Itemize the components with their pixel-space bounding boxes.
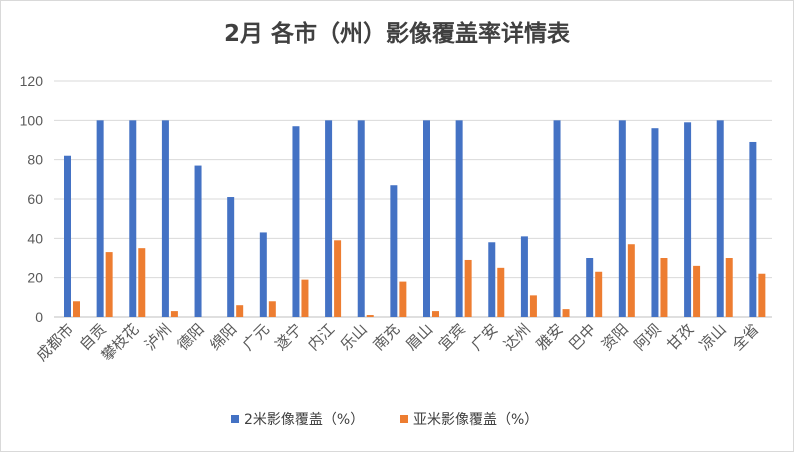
- x-tick-label: 德阳: [174, 320, 208, 354]
- bar-submeter-coverage: [464, 259, 472, 317]
- bar-2m-coverage: [259, 232, 267, 317]
- x-tick-label: 甘孜: [663, 320, 697, 354]
- x-tick-label: 广元: [239, 320, 273, 354]
- x-tick-label: 成都市: [33, 320, 78, 365]
- x-tick-label: 巴中: [565, 320, 599, 354]
- y-tick-label: 20: [27, 270, 43, 286]
- legend-swatch: [400, 415, 408, 423]
- bar-2m-coverage: [488, 242, 496, 317]
- x-tick-label: 宜宾: [435, 320, 469, 354]
- bar-2m-coverage: [129, 120, 137, 317]
- bar-2m-coverage: [390, 185, 398, 317]
- x-tick-label: 绵阳: [206, 320, 240, 354]
- x-tick-label: 泸州: [141, 320, 175, 354]
- bar-submeter-coverage: [758, 273, 766, 317]
- bar-submeter-coverage: [529, 295, 537, 317]
- y-tick-label: 120: [20, 73, 44, 89]
- bar-2m-coverage: [357, 120, 365, 317]
- bar-2m-coverage: [423, 120, 430, 317]
- y-tick-label: 0: [35, 309, 43, 325]
- x-tick-label: 乐山: [337, 320, 371, 354]
- y-tick-label: 80: [27, 152, 43, 168]
- bar-submeter-coverage: [334, 240, 342, 317]
- bar-submeter-coverage: [432, 311, 439, 317]
- bar-submeter-coverage: [562, 309, 570, 317]
- x-tick-label: 凉山: [696, 320, 730, 354]
- bar-submeter-coverage: [73, 301, 80, 317]
- legend-label: 2米影像覆盖（%）: [244, 412, 364, 428]
- bar-2m-coverage: [749, 141, 757, 317]
- x-tick-label: 南充: [370, 320, 404, 354]
- x-tick-label: 攀枝花: [98, 320, 143, 365]
- bar-2m-coverage: [684, 122, 692, 317]
- bar-2m-coverage: [227, 197, 235, 317]
- legend-label: 亚米影像覆盖（%）: [413, 412, 538, 428]
- bar-2m-coverage: [96, 120, 104, 317]
- bar-submeter-coverage: [399, 281, 407, 317]
- bar-submeter-coverage: [301, 279, 309, 317]
- y-tick-label: 100: [20, 112, 44, 128]
- bar-submeter-coverage: [138, 248, 146, 317]
- x-tick-label: 遂宁: [272, 320, 306, 354]
- bar-submeter-coverage: [725, 258, 733, 317]
- bar-submeter-coverage: [366, 315, 374, 317]
- x-tick-label: 内江: [304, 320, 338, 354]
- bar-submeter-coverage: [497, 267, 505, 317]
- bar-2m-coverage: [716, 120, 724, 317]
- bar-2m-coverage: [161, 120, 169, 317]
- bar-2m-coverage: [325, 120, 333, 317]
- x-tick-label: 阿坝: [631, 320, 665, 354]
- bar-2m-coverage: [586, 258, 594, 317]
- x-tick-label: 资阳: [598, 320, 632, 354]
- bar-submeter-coverage: [268, 301, 276, 317]
- bar-2m-coverage: [651, 128, 659, 317]
- bar-2m-coverage: [618, 120, 626, 317]
- bar-2m-coverage: [455, 120, 463, 317]
- x-tick-label: 达州: [500, 320, 534, 354]
- y-tick-label: 40: [27, 230, 43, 246]
- bar-submeter-coverage: [105, 252, 113, 317]
- bar-2m-coverage: [64, 155, 71, 317]
- bar-submeter-coverage: [693, 265, 701, 317]
- x-tick-label: 广安: [467, 320, 501, 354]
- bar-2m-coverage: [292, 126, 300, 317]
- bar-2m-coverage: [553, 120, 561, 317]
- bar-submeter-coverage: [595, 271, 603, 317]
- chart-title: 2月 各市（州）影像覆盖率详情表: [223, 21, 570, 47]
- bar-submeter-coverage: [660, 258, 668, 317]
- bar-submeter-coverage: [170, 311, 178, 317]
- x-tick-label: 全省: [729, 320, 763, 354]
- bar-submeter-coverage: [627, 244, 635, 317]
- bar-2m-coverage: [194, 165, 202, 317]
- bar-submeter-coverage: [236, 305, 244, 317]
- y-tick-label: 60: [27, 191, 43, 207]
- x-tick-label: 雅安: [533, 320, 567, 354]
- legend-swatch: [231, 415, 239, 423]
- bar-2m-coverage: [520, 236, 528, 317]
- x-tick-label: 眉山: [402, 320, 436, 354]
